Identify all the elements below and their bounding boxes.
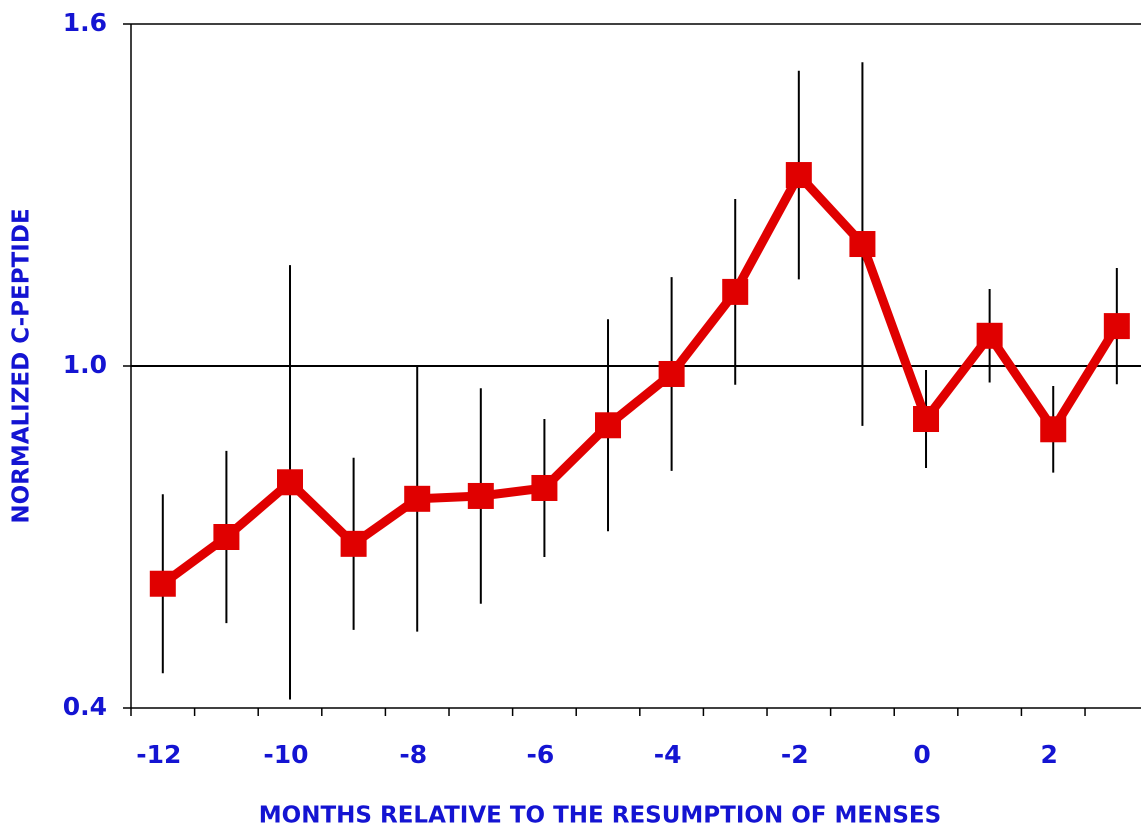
data-point — [467, 482, 494, 509]
data-point — [595, 412, 622, 439]
x-tick-label: 0 — [913, 740, 930, 769]
x-tick-label: -2 — [781, 740, 809, 769]
x-tick-label: -8 — [399, 740, 427, 769]
data-point — [785, 162, 812, 189]
data-point — [213, 524, 240, 550]
data-point — [340, 530, 367, 557]
data-point — [658, 360, 685, 387]
x-tick-label: -4 — [654, 740, 682, 769]
y-tick-label: 1.6 — [63, 8, 107, 37]
data-point — [531, 474, 558, 501]
data-point — [722, 278, 749, 305]
y-tick-label: 0.4 — [63, 692, 107, 721]
data-point — [849, 231, 876, 258]
x-axis-title: MONTHS RELATIVE TO THE RESUMPTION OF MEN… — [259, 803, 941, 828]
data-point — [913, 406, 940, 433]
x-tick-label: -12 — [136, 740, 181, 769]
data-point — [976, 322, 1003, 349]
y-tick-label: 1.0 — [63, 350, 107, 379]
data-point — [404, 485, 431, 512]
x-tick-label: -10 — [263, 740, 308, 769]
data-point — [1040, 416, 1067, 443]
x-tick-label: 2 — [1041, 740, 1058, 769]
data-line — [160, 167, 1121, 588]
data-point — [149, 570, 176, 597]
data-point — [1103, 313, 1130, 340]
x-tick-label: -6 — [527, 740, 555, 769]
y-axis-title: NORMALIZED C-PEPTIDE — [9, 208, 35, 523]
data-point — [277, 469, 304, 496]
